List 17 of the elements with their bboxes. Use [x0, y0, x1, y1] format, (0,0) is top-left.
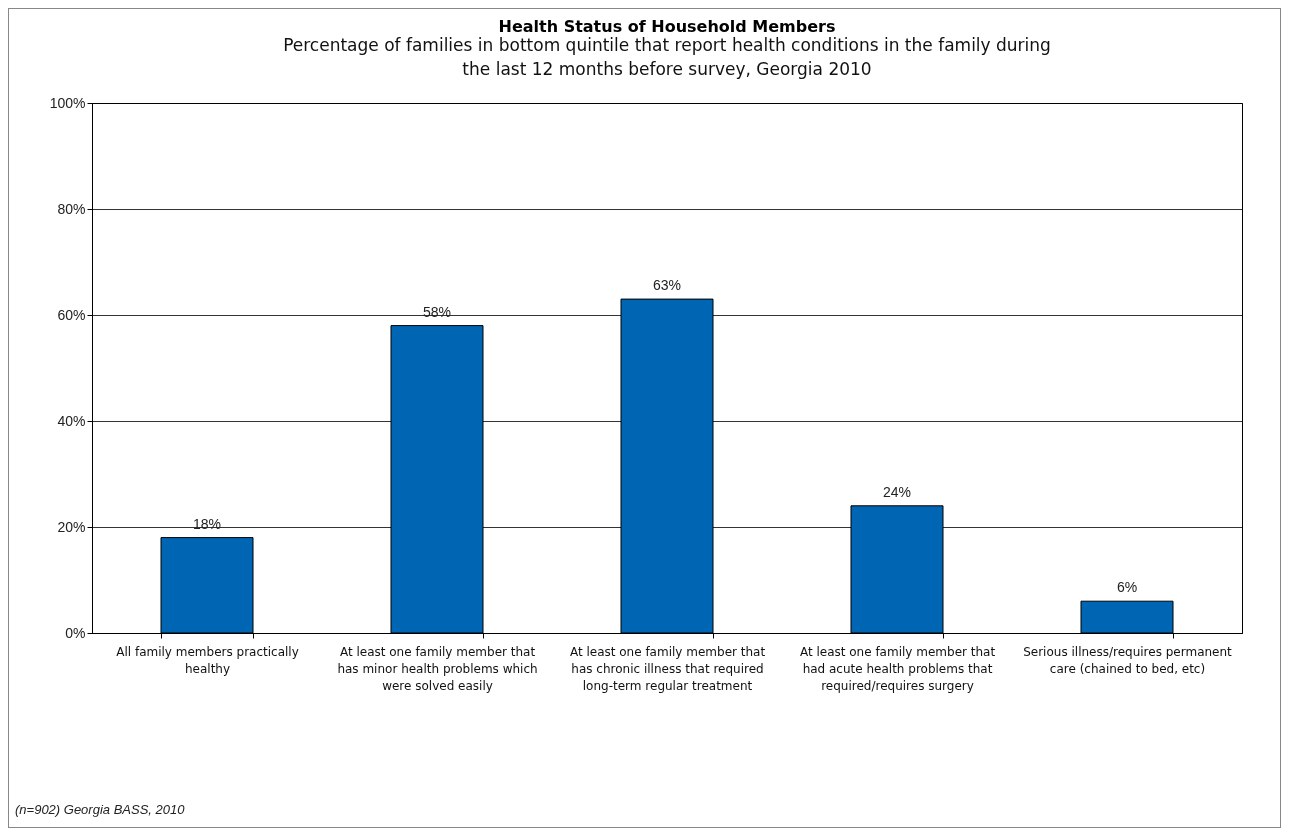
- y-tick-label: 20%: [57, 518, 86, 535]
- x-tick-label: At least one family member that had acute health problems that required/requires surgery: [799, 644, 996, 693]
- x-tick-label: At least one family member that has minor health problems which were solved easily: [337, 644, 538, 693]
- chart-subtitle: Percentage of families in bottom quintile that report health conditions in the family during the last 12 months before survey, Georgia 2010: [283, 35, 1051, 79]
- y-tick-label: 60%: [57, 306, 86, 323]
- x-tick-label: Serious illness/requires permanent care (chained to bed, etc): [1023, 644, 1233, 676]
- y-tick-label: 40%: [57, 412, 86, 429]
- chart-title: Health Status of Household Members: [498, 17, 836, 36]
- data-label: 6%: [1116, 579, 1138, 596]
- data-label: 24%: [882, 483, 912, 500]
- x-tick-label: All family members practically healthy: [116, 644, 299, 676]
- y-tick-label: 100%: [49, 94, 86, 111]
- y-tick-label: 0%: [65, 624, 86, 641]
- text: (n=902) Georgia BASS, 2010: [15, 802, 185, 817]
- x-tick-label: At least one family member that has chronic illness that required long-term regular treatment: [569, 644, 766, 693]
- y-tick-label: 80%: [57, 200, 86, 217]
- data-label: 63%: [652, 277, 682, 294]
